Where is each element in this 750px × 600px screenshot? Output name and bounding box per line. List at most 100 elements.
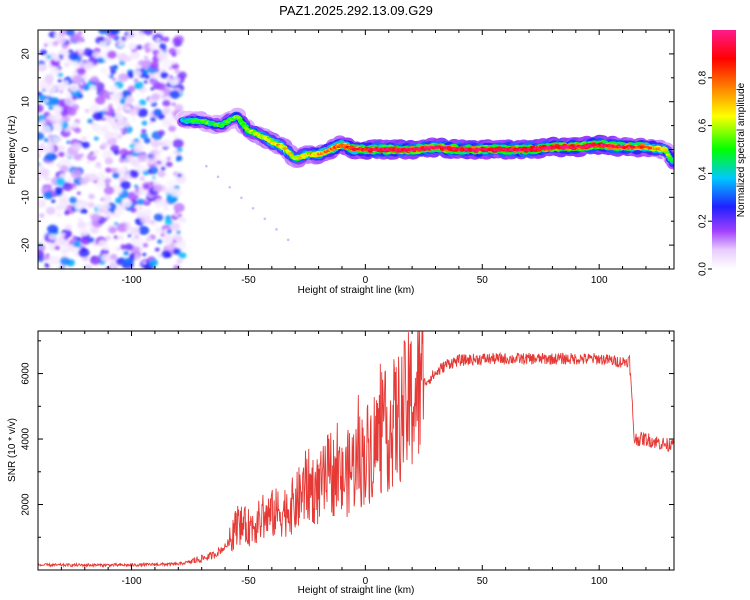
ridge-marks [175, 107, 674, 170]
noise-blob [44, 96, 56, 106]
noise-blob [174, 104, 184, 112]
noise-blob [122, 128, 128, 133]
snr-panel: -100 -50 0 50 100 2000 4000 6000 Height of stra… [7, 330, 675, 596]
noise-blob [104, 179, 110, 184]
spectrogram-xlabel: Height of straight line (km) [298, 285, 415, 296]
ridge-mark [238, 119, 243, 123]
colorbar-tick-label: 0.0 [698, 262, 709, 276]
noise-blob [160, 141, 168, 148]
noise-blob [45, 152, 57, 162]
faint-dot [216, 175, 220, 179]
noise-blob [87, 172, 98, 182]
noise-blob [101, 202, 111, 211]
noise-blob [63, 80, 69, 86]
noise-blob [138, 225, 150, 235]
noise-blob [83, 61, 94, 70]
noise-blob [142, 261, 147, 265]
noise-blob [120, 36, 127, 42]
noise-blob [147, 154, 153, 158]
noise-blob [144, 55, 148, 60]
noise-blob [148, 222, 153, 227]
noise-blob [43, 175, 51, 182]
snr-line [38, 331, 674, 569]
noise-blob [55, 35, 67, 45]
noise-blob [137, 59, 146, 67]
noise-blob [62, 55, 69, 61]
noise-blob [93, 136, 99, 141]
noise-blob [100, 67, 108, 74]
noise-blob [105, 235, 112, 241]
noise-blob [116, 223, 128, 233]
noise-blob [155, 37, 161, 42]
noise-blob [51, 136, 59, 143]
noise-blob [98, 41, 108, 49]
noise-blob [161, 250, 171, 259]
noise-blob [119, 127, 124, 132]
noise-blob [152, 221, 158, 227]
noise-blob [138, 189, 143, 193]
noise-blob [68, 52, 79, 61]
noise-blob [88, 84, 97, 92]
noise-blob [115, 41, 120, 45]
noise-blob [77, 217, 83, 222]
noise-blob [78, 248, 90, 258]
noise-blob [117, 134, 123, 139]
noise-blob [145, 236, 152, 242]
faint-dot [240, 196, 243, 200]
noise-blob [38, 164, 45, 171]
noise-blob [82, 209, 88, 214]
colorbar-tick-label: 0.2 [698, 214, 709, 228]
noise-blob [60, 232, 66, 237]
noise-blob [60, 247, 69, 255]
noise-blob [38, 213, 45, 218]
noise-blob [131, 51, 140, 58]
noise-blob [148, 256, 154, 261]
noise-blob [98, 30, 108, 35]
noise-blob [71, 207, 76, 211]
noise-blob [123, 159, 128, 163]
noise-blob [170, 61, 176, 65]
noise-blob [76, 191, 81, 195]
noise-blob [115, 257, 125, 266]
noise-blob [138, 99, 147, 106]
faint-dot [263, 217, 267, 221]
noise-blob [177, 71, 187, 80]
noise-blob [122, 257, 134, 268]
noise-blob [72, 235, 77, 239]
noise-blob [162, 235, 174, 245]
spectrogram-content [38, 30, 674, 269]
noise-blob [57, 145, 66, 152]
noise-blob [82, 84, 90, 91]
noise-blob [106, 215, 111, 219]
noise-blob [115, 52, 121, 57]
noise-blob [149, 77, 158, 85]
noise-blob [173, 150, 178, 154]
noise-blob [151, 93, 160, 101]
noise-blob [43, 137, 49, 143]
noise-blob [127, 234, 132, 238]
noise-blob [40, 124, 52, 134]
noise-blob [103, 114, 108, 119]
noise-blob [43, 191, 54, 200]
noise-blob [72, 74, 83, 84]
noise-blob [46, 87, 56, 95]
ridge-mark [236, 116, 241, 119]
noise-blob [90, 213, 101, 222]
noise-blob [177, 213, 183, 218]
noise-blob [152, 72, 161, 80]
noise-blob [169, 78, 179, 87]
colorbar-tick-label: 0.8 [698, 70, 709, 84]
noise-blob [39, 49, 48, 56]
noise-blob [152, 176, 156, 180]
noise-blob [171, 231, 183, 241]
noise-blob [103, 36, 112, 44]
noise-blob [105, 73, 111, 78]
noise-blob [176, 147, 183, 153]
noise-blob [38, 144, 46, 154]
noise-blob [38, 201, 41, 206]
noise-blob [165, 161, 173, 168]
noise-blob [49, 66, 61, 76]
noise-blob [123, 250, 130, 256]
noise-blob [112, 212, 117, 217]
ridge-mark [241, 122, 246, 126]
